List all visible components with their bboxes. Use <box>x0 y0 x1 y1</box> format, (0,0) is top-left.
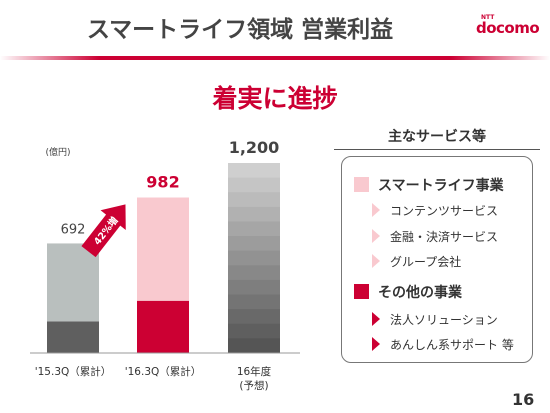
growth-arrow-shape <box>81 204 126 258</box>
bar-segment-other <box>47 321 99 353</box>
service-item-label: あんしん系サポート 等 <box>390 338 514 352</box>
title-divider <box>0 56 550 60</box>
bar-forecast-band <box>228 163 280 179</box>
bar-forecast-band <box>228 323 280 339</box>
docomo-logo: NTT docomo <box>476 14 546 38</box>
smart-life-swatch <box>354 177 369 192</box>
bar-segment-other <box>137 300 189 353</box>
chevron-right-icon <box>372 203 380 217</box>
total-value-label: 982 <box>146 173 179 192</box>
category-other: その他の事業 <box>354 282 462 302</box>
bar-forecast-band <box>228 279 280 296</box>
bar-forecast-band <box>228 177 280 193</box>
bar-forecast-band <box>228 250 280 266</box>
category-other-label: その他の事業 <box>378 285 462 301</box>
headline: 着実に進捗 <box>212 84 338 113</box>
chevron-right-icon <box>372 254 380 268</box>
chevron-right-icon <box>372 229 380 243</box>
service-item-label: グループ会社 <box>390 255 462 269</box>
bar-forecast-band <box>228 294 280 310</box>
logo-ntt: NTT <box>481 14 495 21</box>
category-label: 16年度 <box>237 365 272 378</box>
service-item: あんしん系サポート 等 <box>372 336 514 353</box>
bar-forecast-band <box>228 206 280 222</box>
services-panel: スマートライフ事業 コンテンツサービス 金融・決済サービス グループ会社 その他… <box>341 156 533 363</box>
chevron-right-icon <box>372 312 380 326</box>
page-title: スマートライフ領域 営業利益 <box>86 17 394 43</box>
service-item-label: 金融・決済サービス <box>390 230 499 244</box>
category-label: '15.3Q（累計） <box>35 365 112 378</box>
bar-forecast-band <box>228 309 280 325</box>
other-swatch <box>354 284 369 299</box>
total-value-label: 1,200 <box>229 138 280 157</box>
service-item: 法人ソリューション <box>372 311 498 328</box>
bar-forecast-band <box>228 236 280 252</box>
chevron-right-icon <box>372 337 380 351</box>
bar-segment-smart-life <box>47 243 99 322</box>
service-item: コンテンツサービス <box>372 202 498 219</box>
bar-forecast-band <box>228 192 280 208</box>
bar-forecast-band <box>228 338 280 354</box>
logo-wordmark: docomo <box>476 19 540 37</box>
category-smart-life: スマートライフ事業 <box>354 175 504 195</box>
service-item-label: コンテンツサービス <box>390 204 499 218</box>
category-smart-life-label: スマートライフ事業 <box>378 178 504 194</box>
category-label: (予想) <box>239 379 268 392</box>
bar-forecast-band <box>228 221 280 237</box>
bar-forecast-band <box>228 265 280 281</box>
service-item-label: 法人ソリューション <box>390 313 498 327</box>
bar-segment-smart-life <box>137 197 189 301</box>
unit-label: (億円) <box>45 146 70 158</box>
services-title: 主なサービス等 <box>334 126 540 150</box>
category-label: '16.3Q（累計） <box>125 365 202 378</box>
page-number: 16 <box>512 390 535 409</box>
total-value-label: 692 <box>61 222 86 237</box>
service-item: グループ会社 <box>372 253 461 270</box>
service-item: 金融・決済サービス <box>372 228 498 245</box>
